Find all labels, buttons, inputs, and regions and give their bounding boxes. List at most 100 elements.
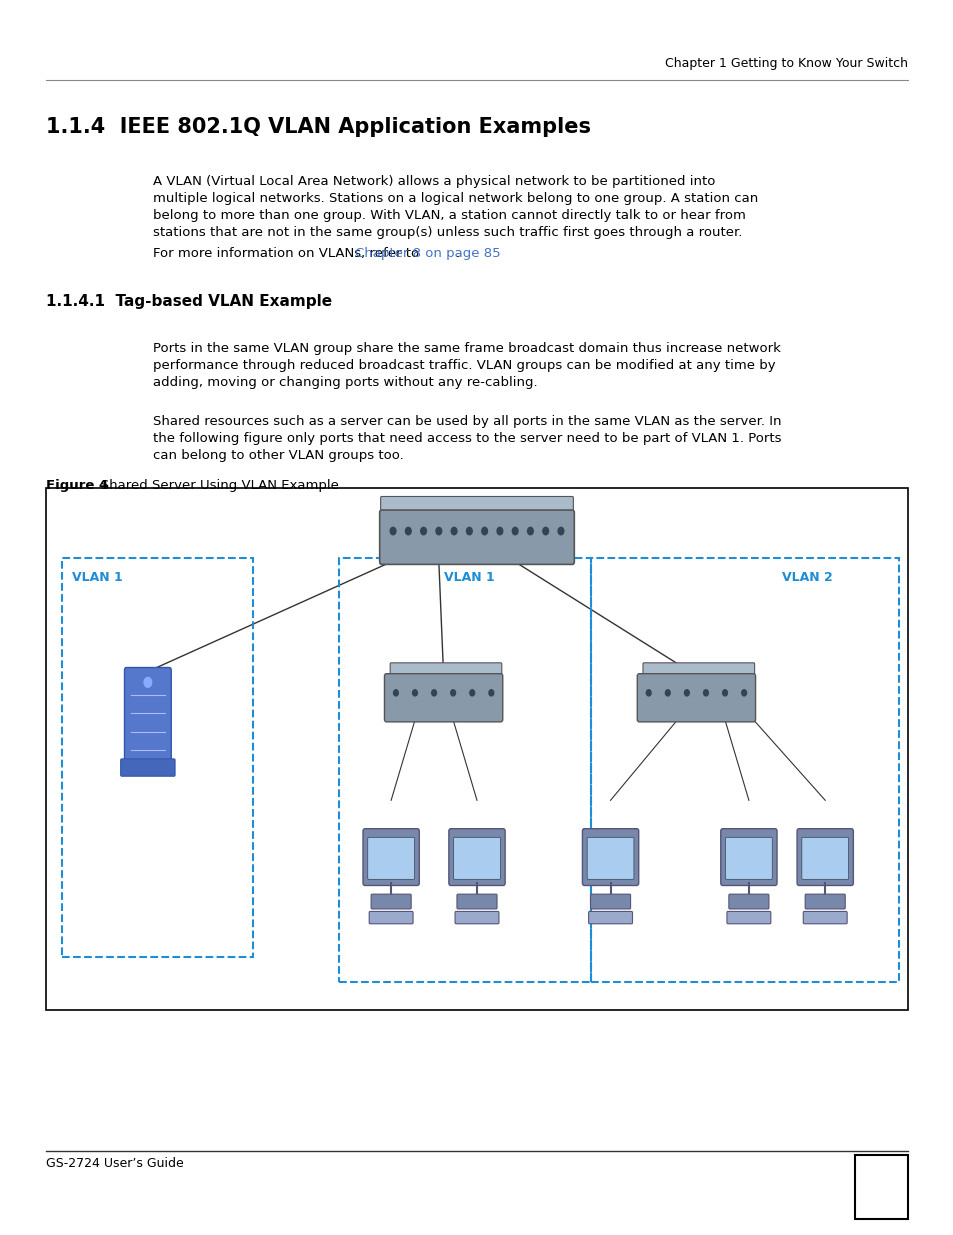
Point <box>158 687 170 701</box>
FancyBboxPatch shape <box>804 894 844 909</box>
FancyBboxPatch shape <box>587 837 633 879</box>
FancyBboxPatch shape <box>726 911 770 924</box>
Point <box>819 890 830 905</box>
Text: Chapter 8 on page 85: Chapter 8 on page 85 <box>355 247 500 261</box>
Circle shape <box>144 677 152 687</box>
Point <box>742 890 754 905</box>
Bar <box>591 558 898 982</box>
Point <box>471 876 482 890</box>
Point <box>125 742 137 757</box>
Point <box>125 706 137 721</box>
Point <box>819 793 830 808</box>
FancyBboxPatch shape <box>642 663 754 677</box>
Text: Ports in the same VLAN group share the same frame broadcast domain thus increase: Ports in the same VLAN group share the s… <box>152 342 780 389</box>
Point <box>433 555 444 569</box>
Circle shape <box>390 527 395 535</box>
Circle shape <box>420 527 426 535</box>
Point <box>385 555 396 569</box>
Bar <box>46 488 907 1010</box>
Circle shape <box>451 689 456 697</box>
Circle shape <box>497 527 502 535</box>
FancyBboxPatch shape <box>390 663 501 677</box>
Line: 2 pts: 2 pts <box>453 720 476 800</box>
Point <box>409 713 420 727</box>
Point <box>690 668 701 683</box>
Circle shape <box>451 527 456 535</box>
FancyBboxPatch shape <box>362 829 418 885</box>
Text: For more information on VLANs, refer to: For more information on VLANs, refer to <box>152 247 422 261</box>
FancyBboxPatch shape <box>720 829 776 885</box>
Point <box>604 793 616 808</box>
Point <box>158 742 170 757</box>
Bar <box>854 1155 907 1219</box>
Point <box>385 876 396 890</box>
FancyBboxPatch shape <box>588 911 632 924</box>
Point <box>447 713 458 727</box>
Bar <box>62 558 253 957</box>
Circle shape <box>469 689 475 697</box>
Bar <box>338 558 591 982</box>
Point <box>437 668 449 683</box>
Text: A VLAN (Virtual Local Area Network) allows a physical network to be partitioned : A VLAN (Virtual Local Area Network) allo… <box>152 175 757 240</box>
Line: 2 pts: 2 pts <box>438 562 443 676</box>
Text: Shared Server Using VLAN Example: Shared Server Using VLAN Example <box>88 479 338 493</box>
FancyBboxPatch shape <box>454 837 499 879</box>
FancyBboxPatch shape <box>796 829 852 885</box>
Point <box>604 890 616 905</box>
Point <box>742 876 754 890</box>
Point <box>471 793 482 808</box>
Circle shape <box>740 689 745 697</box>
Line: 2 pts: 2 pts <box>391 720 415 800</box>
Point <box>819 876 830 890</box>
FancyBboxPatch shape <box>590 894 630 909</box>
FancyBboxPatch shape <box>802 911 846 924</box>
Text: 1.1.4.1  Tag-based VLAN Example: 1.1.4.1 Tag-based VLAN Example <box>46 294 332 309</box>
Point <box>385 890 396 905</box>
FancyBboxPatch shape <box>455 911 498 924</box>
Point <box>604 876 616 890</box>
Line: 2 pts: 2 pts <box>152 562 391 669</box>
FancyBboxPatch shape <box>367 837 414 879</box>
FancyBboxPatch shape <box>456 894 497 909</box>
Text: 1.1.4  IEEE 802.1Q VLAN Application Examples: 1.1.4 IEEE 802.1Q VLAN Application Examp… <box>46 117 590 137</box>
Line: 2 pts: 2 pts <box>610 720 677 800</box>
Point <box>158 724 170 739</box>
Circle shape <box>558 527 563 535</box>
FancyBboxPatch shape <box>120 758 174 777</box>
Point <box>671 713 682 727</box>
Point <box>471 890 482 905</box>
Circle shape <box>413 689 417 697</box>
Circle shape <box>646 689 650 697</box>
Point <box>742 793 754 808</box>
Point <box>385 793 396 808</box>
Circle shape <box>405 527 411 535</box>
Circle shape <box>466 527 472 535</box>
Circle shape <box>702 689 707 697</box>
Text: GS-2724 User’s Guide: GS-2724 User’s Guide <box>46 1157 183 1171</box>
Circle shape <box>664 689 669 697</box>
Text: Shared resources such as a server can be used by all ports in the same VLAN as t: Shared resources such as a server can be… <box>152 415 781 462</box>
FancyBboxPatch shape <box>637 674 755 721</box>
Circle shape <box>683 689 688 697</box>
FancyBboxPatch shape <box>379 510 574 564</box>
FancyBboxPatch shape <box>124 667 171 764</box>
FancyBboxPatch shape <box>724 837 772 879</box>
Point <box>509 555 520 569</box>
Circle shape <box>542 527 548 535</box>
Circle shape <box>431 689 436 697</box>
Line: 2 pts: 2 pts <box>724 720 748 800</box>
Circle shape <box>512 527 517 535</box>
FancyBboxPatch shape <box>380 496 573 514</box>
Point <box>747 713 759 727</box>
Circle shape <box>436 527 441 535</box>
Line: 2 pts: 2 pts <box>753 720 824 800</box>
Text: Chapter 1 Getting to Know Your Switch: Chapter 1 Getting to Know Your Switch <box>664 57 907 70</box>
Point <box>158 706 170 721</box>
Circle shape <box>481 527 487 535</box>
FancyBboxPatch shape <box>384 674 502 721</box>
Text: Figure 4: Figure 4 <box>46 479 108 493</box>
Text: VLAN 1: VLAN 1 <box>443 571 494 584</box>
Point <box>719 713 730 727</box>
Text: .: . <box>456 247 459 261</box>
Text: VLAN 1: VLAN 1 <box>71 571 122 584</box>
